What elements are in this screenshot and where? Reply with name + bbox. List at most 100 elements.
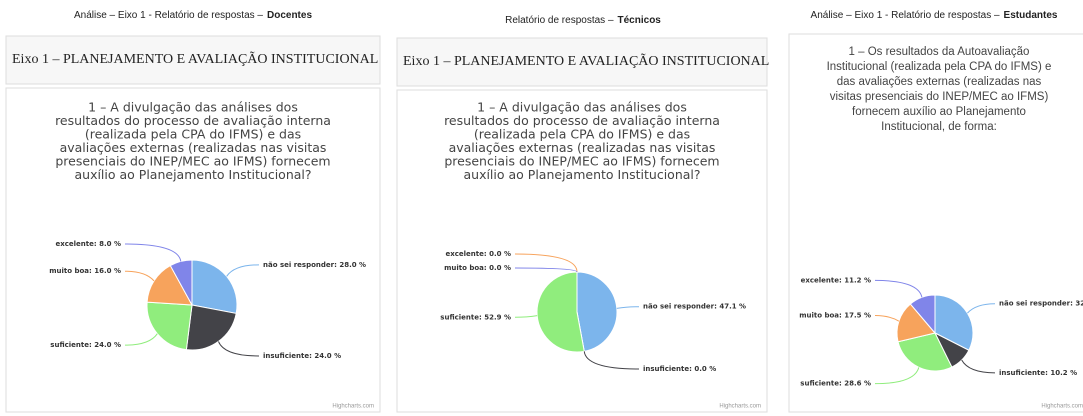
data-label: insuficiente: 0.0 %	[643, 365, 716, 373]
chart-title: avaliações externas (realizadas nas visi…	[60, 140, 327, 155]
label-category: muito boa	[799, 312, 839, 320]
label-value: 28.6 %	[844, 380, 871, 388]
label-sep: :	[714, 303, 719, 311]
label-category: insuficiente	[999, 369, 1045, 377]
label-category: excelente	[446, 250, 485, 258]
label-value: 8.0 %	[99, 240, 121, 248]
label-value: 0.0 %	[489, 250, 511, 258]
label-value: 24.0 %	[314, 352, 341, 360]
leader-line	[514, 267, 578, 273]
label-value: 0.0 %	[489, 264, 511, 272]
label-sep: :	[839, 312, 844, 320]
data-label: insuficiente: 24.0 %	[263, 352, 341, 360]
leader-line	[124, 333, 158, 346]
label-category: excelente	[56, 240, 95, 248]
caption: Análise – Eixo 1 - Relatório de resposta…	[74, 10, 312, 21]
chart-title: Institucional, de forma:	[881, 121, 997, 133]
data-label: excelente: 8.0 %	[56, 240, 122, 248]
label-value: 10.2 %	[1050, 369, 1077, 377]
panel: Análise – Eixo 1 - Relatório de resposta…	[788, 10, 1083, 413]
leader-line	[226, 264, 260, 277]
caption-text: Análise – Eixo 1 - Relatório de resposta…	[811, 10, 1000, 21]
leader-line	[514, 253, 578, 273]
label-sep: :	[309, 352, 314, 360]
label-value: 47.1 %	[719, 303, 746, 311]
header-box	[5, 35, 381, 85]
data-label: suficiente: 52.9 %	[440, 313, 511, 321]
pie-slice	[191, 259, 238, 315]
label-sep: :	[334, 261, 339, 269]
pie-slice	[185, 304, 237, 351]
label-category: não sei responder	[643, 303, 715, 311]
label-sep: :	[89, 267, 94, 275]
chart-frame	[5, 87, 381, 413]
leader-line	[217, 341, 260, 357]
chart-title: resultados do processo de avaliação inte…	[444, 113, 720, 128]
caption-text: Análise – Eixo 1 - Relatório de resposta…	[74, 10, 263, 21]
chart-title: 1 – A divulgação das análises dos	[88, 100, 298, 115]
data-label: insuficiente: 10.2 %	[999, 369, 1077, 377]
data-label: muito boa: 16.0 %	[49, 267, 121, 275]
leader-line	[874, 315, 900, 322]
panel: Análise – Eixo 1 - Relatório de resposta…	[5, 10, 381, 413]
label-sep: :	[484, 250, 489, 258]
data-label: excelente: 0.0 %	[446, 250, 512, 258]
header: Eixo 1 – PLANEJAMENTO E AVALIAÇÃO INSTIT…	[12, 51, 378, 67]
credit: Highcharts.com	[332, 404, 374, 410]
pie-slice	[896, 303, 936, 343]
label-category: não sei responder	[999, 300, 1071, 308]
caption-text: Relatório de respostas –	[505, 15, 614, 26]
header-box	[396, 37, 768, 87]
label-category: suficiente	[50, 341, 89, 349]
label-sep: :	[484, 264, 489, 272]
leader-line	[124, 270, 155, 282]
label-category: suficiente	[440, 313, 479, 321]
label-value: 16.0 %	[94, 267, 121, 275]
label-sep: :	[94, 240, 99, 248]
data-label: excelente: 11.2 %	[801, 276, 871, 284]
leader-line	[874, 279, 923, 298]
label-category: excelente	[801, 276, 840, 284]
leader-line	[124, 243, 182, 262]
leader-line	[583, 351, 640, 370]
label-category: muito boa	[444, 264, 484, 272]
leader-line	[967, 303, 996, 314]
caption-emphasis: Técnicos	[618, 15, 662, 26]
chart-title: resultados do processo de avaliação inte…	[55, 113, 331, 128]
credit: Highcharts.com	[1041, 404, 1083, 410]
chart-title: (realizada pela CPA do IFMS) e das	[474, 127, 690, 142]
header: Eixo 1 – PLANEJAMENTO E AVALIAÇÃO INSTIT…	[403, 53, 769, 69]
credit: Highcharts.com	[719, 404, 761, 410]
chart-title: (realizada pela CPA do IFMS) e das	[85, 127, 301, 142]
leader-line	[616, 306, 640, 309]
label-value: 52.9 %	[484, 313, 511, 321]
chart-title: auxílio ao Planejamento Institucional?	[74, 167, 311, 182]
pie-slice	[576, 271, 618, 352]
data-label: não sei responder: 32.5 %	[999, 300, 1083, 308]
pie-slice	[536, 271, 585, 353]
chart-title: fornecem auxílio ao Planejamento	[852, 106, 1026, 118]
chart-title: visitas presenciais do INEP/MEC ao IFMS)	[830, 91, 1049, 103]
label-category: insuficiente	[643, 365, 689, 373]
data-label: suficiente: 24.0 %	[50, 341, 121, 349]
chart-title: das avaliações externas (realizadas nas	[837, 76, 1042, 88]
label-category: não sei responder	[263, 261, 335, 269]
caption: Relatório de respostas – Técnicos	[505, 15, 661, 26]
label-category: insuficiente	[263, 352, 309, 360]
caption: Análise – Eixo 1 - Relatório de resposta…	[811, 10, 1058, 21]
caption-emphasis: Estudantes	[1004, 10, 1058, 21]
pie-slice	[169, 259, 193, 306]
leader-line	[874, 367, 920, 385]
chart-title: 1 – A divulgação das análises dos	[477, 100, 687, 115]
chart-title: Institucional (realizada pela CPA do IFM…	[827, 61, 1052, 73]
label-value: 28.0 %	[339, 261, 366, 269]
chart-title: presenciais do INEP/MEC ao IFMS) fornece…	[444, 154, 719, 169]
label-sep: :	[839, 276, 844, 284]
label-value: 24.0 %	[94, 341, 121, 349]
label-value: 11.2 %	[844, 276, 871, 284]
chart-title: 1 – Os resultados da Autoavaliação	[849, 46, 1030, 58]
label-category: suficiente	[800, 380, 839, 388]
label-sep: :	[839, 380, 844, 388]
